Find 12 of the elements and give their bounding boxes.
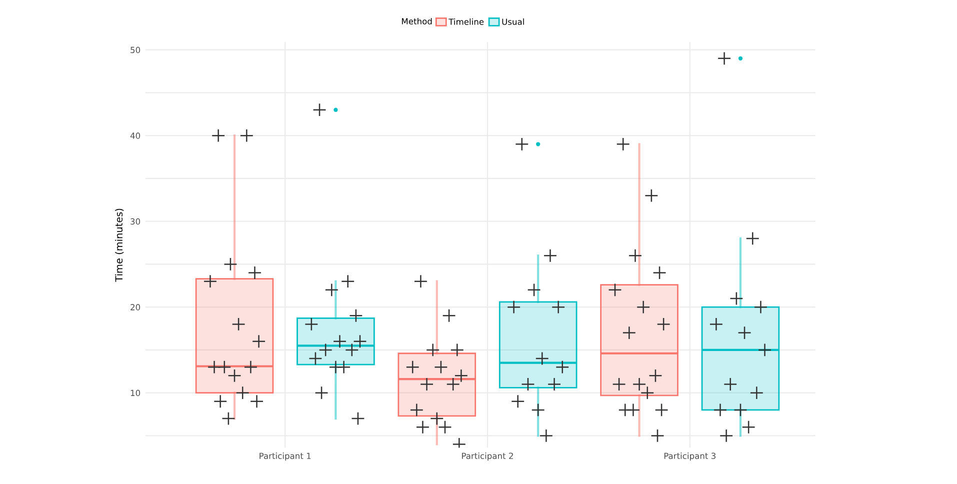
y-tick-label: 20: [130, 304, 140, 310]
x-tick-label: Participant 2: [462, 452, 513, 461]
y-tick-label: 10: [130, 390, 140, 396]
y-tick-label: 40: [130, 132, 140, 139]
legend-title: Method: [402, 18, 432, 24]
y-axis-title: Time (minutes): [115, 208, 124, 282]
x-tick-label: Participant 1: [260, 452, 311, 461]
legend-label: Timeline: [448, 18, 484, 25]
y-tick-label: 30: [130, 218, 140, 225]
y-tick-label: 50: [130, 46, 140, 54]
legend-label: Usual: [502, 18, 524, 25]
x-tick-label: Participant 3: [664, 452, 716, 461]
